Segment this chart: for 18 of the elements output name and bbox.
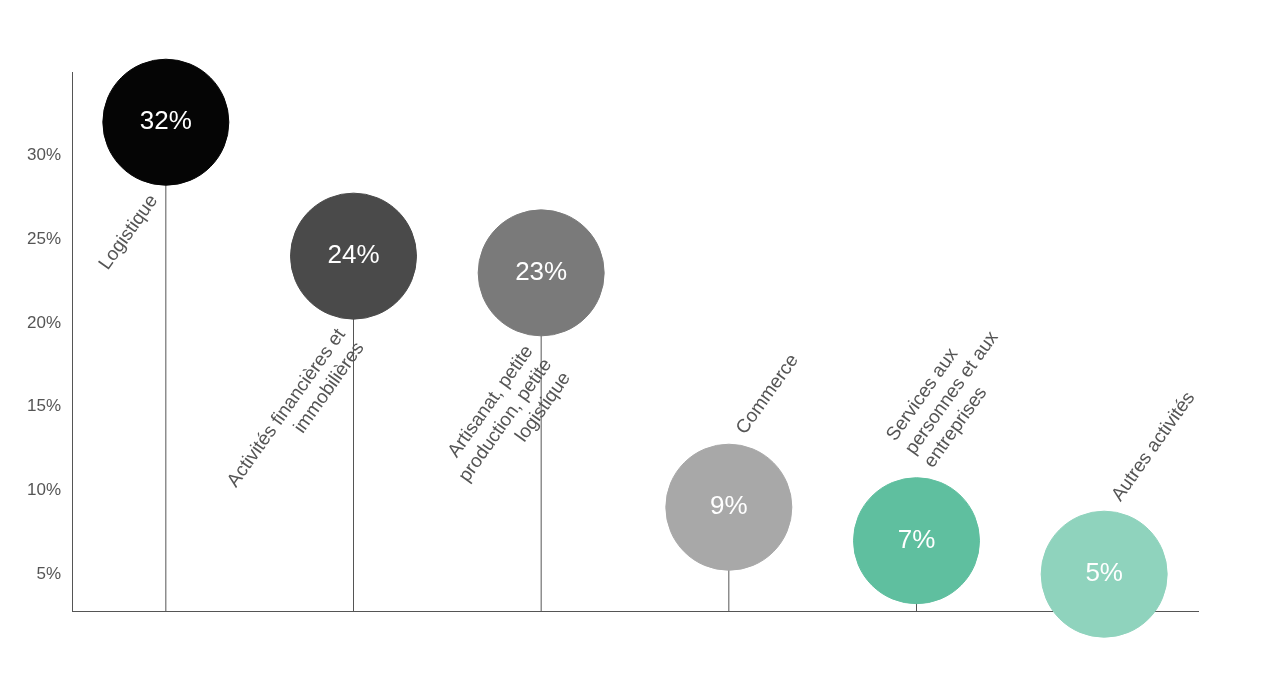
data-label: 5% [1085, 557, 1123, 588]
point [853, 477, 980, 605]
point [290, 192, 417, 320]
point [477, 209, 605, 337]
point [1040, 510, 1168, 638]
data-label: 23% [515, 256, 568, 287]
y-tick-label: 25% [26, 229, 61, 249]
data-label: 24% [327, 239, 380, 270]
y-tick-label: 15% [26, 396, 61, 416]
data-label: 9% [710, 490, 748, 521]
y-tick-label: 10% [26, 480, 61, 500]
point [102, 58, 230, 186]
y-tick-label: 30% [26, 145, 61, 165]
point [665, 443, 793, 571]
data-label: 32% [139, 105, 192, 136]
y-tick-label: 20% [26, 312, 61, 332]
data-label: 7% [897, 523, 936, 554]
y-tick-label: 5% [36, 563, 61, 583]
